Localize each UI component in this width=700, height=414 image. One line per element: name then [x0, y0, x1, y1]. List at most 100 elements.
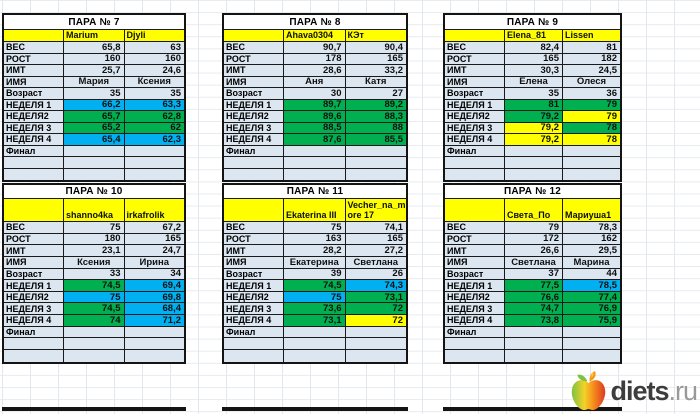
empty-cell[interactable] — [224, 168, 284, 180]
value-cell[interactable]: 27 — [392, 88, 403, 99]
corner-cell[interactable] — [445, 199, 505, 221]
value-cell[interactable]: 24,6 — [162, 65, 182, 76]
week-value-cell[interactable]: 62,8 — [124, 111, 184, 122]
pair-title-cell[interactable]: ПАРА № 7 — [4, 15, 184, 30]
pair-title-cell[interactable]: ПАРА № 9 — [445, 15, 620, 30]
row-label-cell[interactable]: Финал — [445, 145, 505, 156]
member-nickname-cell[interactable]: Elena_81 — [505, 30, 563, 41]
value-cell[interactable]: Мария — [64, 76, 125, 87]
row-label-cell[interactable]: Финал — [4, 145, 64, 156]
week-value-cell[interactable]: 78,5 — [563, 280, 620, 291]
value-cell[interactable]: 27,2 — [384, 245, 404, 256]
value-cell[interactable]: 37 — [505, 268, 563, 280]
empty-cell[interactable] — [4, 157, 64, 168]
empty-cell[interactable] — [445, 350, 505, 362]
row-label-cell[interactable]: ИМТ — [445, 65, 505, 76]
value-cell[interactable]: 162 — [601, 233, 617, 245]
row-label-cell[interactable]: ВЕС — [4, 222, 64, 233]
week-value-cell[interactable]: 65,4 — [64, 134, 125, 145]
empty-cell[interactable] — [125, 338, 185, 349]
member-nickname-cell[interactable]: Принцесса КЭт — [345, 30, 406, 41]
row-label-cell[interactable]: РОСТ — [4, 53, 64, 64]
member-nickname-cell[interactable]: Lissen — [563, 30, 620, 41]
row-label-cell[interactable]: Финал — [445, 326, 505, 338]
row-label-cell[interactable]: ВЕС — [445, 222, 505, 233]
week-value-cell[interactable]: 62,3 — [124, 134, 184, 145]
week-value-cell[interactable]: 66,2 — [64, 99, 125, 110]
row-label-cell[interactable]: НЕДЕЛЯ 3 — [224, 303, 284, 315]
value-cell[interactable]: 25,7 — [64, 65, 125, 76]
value-cell[interactable]: 78,3 — [598, 222, 618, 233]
week-value-cell[interactable]: 73,6 — [284, 303, 346, 315]
row-label-cell[interactable]: ИМТ — [4, 65, 64, 76]
value-cell[interactable]: Олеся — [576, 76, 607, 88]
empty-cell[interactable] — [64, 326, 125, 338]
week-value-cell[interactable]: 73,8 — [505, 315, 563, 326]
row-label-cell[interactable]: НЕДЕЛЯ 3 — [4, 122, 64, 133]
week-value-cell[interactable]: 88 — [345, 122, 406, 133]
week-value-cell[interactable]: 74,3 — [345, 280, 406, 291]
empty-cell[interactable] — [346, 327, 407, 338]
empty-cell[interactable] — [4, 168, 64, 180]
empty-cell[interactable] — [224, 157, 284, 168]
value-cell[interactable]: Екатерина — [284, 256, 346, 268]
value-cell[interactable]: 23,1 — [64, 245, 125, 256]
row-label-cell[interactable]: НЕДЕЛЯ 1 — [224, 280, 284, 291]
row-label-cell[interactable]: ВЕС — [445, 42, 505, 53]
row-label-cell[interactable]: ИМТ — [445, 245, 505, 256]
value-cell[interactable]: Марина — [573, 256, 610, 268]
empty-cell[interactable] — [125, 327, 185, 338]
row-label-cell[interactable]: РОСТ — [445, 53, 505, 64]
value-cell[interactable]: 34 — [170, 268, 181, 280]
member-nickname-cell[interactable]: Мариуша1 — [563, 199, 620, 221]
row-label-cell[interactable]: НЕДЕЛЯ 4 — [224, 315, 284, 326]
week-value-cell[interactable]: 72 — [345, 303, 406, 315]
value-cell[interactable]: 30 — [284, 88, 346, 99]
week-value-cell[interactable]: 68,4 — [124, 303, 184, 315]
row-label-cell[interactable]: НЕДЕЛЯ2 — [224, 111, 284, 122]
value-cell[interactable]: 165 — [387, 53, 403, 65]
row-label-cell[interactable]: НЕДЕЛЯ 3 — [224, 122, 284, 133]
value-cell[interactable]: Катя — [365, 76, 387, 88]
value-cell[interactable]: 26,6 — [505, 245, 563, 256]
week-value-cell[interactable]: 79,2 — [505, 111, 563, 122]
row-label-cell[interactable]: ИМЯ — [224, 256, 284, 268]
value-cell[interactable]: 182 — [601, 53, 617, 65]
week-value-cell[interactable]: 85,5 — [345, 134, 406, 145]
row-label-cell[interactable]: ВЕС — [4, 42, 64, 53]
empty-cell[interactable] — [284, 326, 346, 338]
value-cell[interactable]: 79 — [505, 222, 563, 233]
value-cell[interactable]: 178 — [284, 53, 346, 64]
row-label-cell[interactable]: НЕДЕЛЯ2 — [224, 291, 284, 303]
pair-title-cell[interactable]: ПАРА № 8 — [224, 15, 406, 30]
value-cell[interactable]: 65,8 — [64, 42, 125, 53]
week-value-cell[interactable]: 74,5 — [64, 303, 125, 315]
member-nickname-cell[interactable]: Ahava0304 — [284, 30, 346, 41]
empty-cell[interactable] — [445, 157, 505, 168]
row-label-cell[interactable]: НЕДЕЛЯ 1 — [445, 280, 505, 291]
row-label-cell[interactable]: Возраст — [224, 88, 284, 99]
week-value-cell[interactable]: 81 — [505, 99, 563, 110]
member-nickname-cell[interactable]: irkafrolik — [124, 199, 184, 221]
row-label-cell[interactable]: НЕДЕЛЯ2 — [4, 111, 64, 122]
row-label-cell[interactable]: НЕДЕЛЯ 1 — [445, 99, 505, 110]
empty-cell[interactable] — [505, 145, 563, 156]
value-cell[interactable]: 35 — [505, 88, 563, 99]
value-cell[interactable]: 33 — [64, 268, 125, 280]
value-cell[interactable]: 30,3 — [505, 65, 563, 76]
row-label-cell[interactable]: ИМТ — [224, 65, 284, 76]
row-label-cell[interactable]: ИМЯ — [4, 76, 64, 87]
empty-cell[interactable] — [346, 350, 407, 362]
empty-cell[interactable] — [563, 350, 620, 362]
value-cell[interactable]: 81 — [606, 42, 617, 53]
corner-cell[interactable] — [4, 30, 64, 41]
value-cell[interactable]: 82,4 — [505, 42, 563, 53]
value-cell[interactable]: 39 — [284, 268, 346, 280]
week-value-cell[interactable]: 69,8 — [124, 291, 184, 303]
empty-cell[interactable] — [64, 145, 125, 156]
empty-cell[interactable] — [346, 338, 407, 349]
week-value-cell[interactable]: 73,1 — [345, 291, 406, 303]
row-label-cell[interactable]: НЕДЕЛЯ2 — [445, 291, 505, 303]
member-nickname-cell[interactable]: Vecher_na_more 17 — [345, 199, 406, 221]
week-value-cell[interactable]: 87,6 — [284, 134, 346, 145]
